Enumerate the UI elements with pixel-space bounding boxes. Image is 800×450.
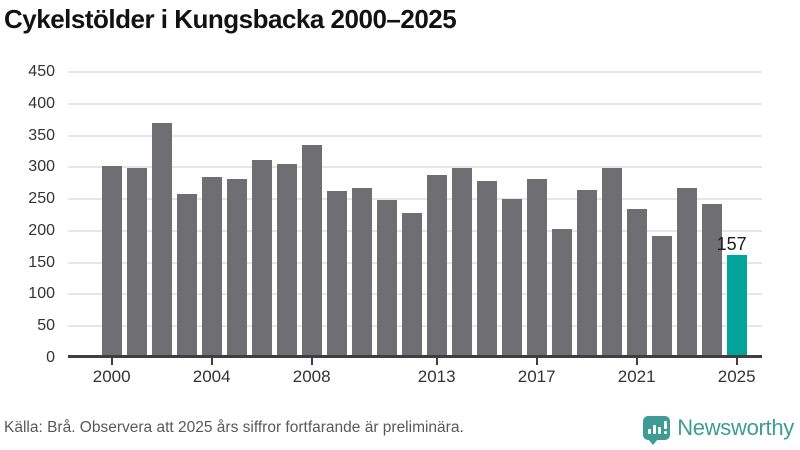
y-tick-label-0: 0 [46, 349, 55, 366]
x-tick-label-2025: 2025 [717, 367, 756, 386]
x-tick-label-2013: 2013 [417, 367, 456, 386]
bar-2002 [151, 123, 172, 355]
bar-2020 [601, 168, 622, 355]
x-tick-label-2017: 2017 [517, 367, 556, 386]
x-tick-label-2008: 2008 [292, 367, 331, 386]
x-tick-2025 [735, 358, 738, 365]
bar-2016 [501, 199, 522, 355]
newsworthy-logo[interactable]: Newsworthy [643, 415, 794, 445]
y-tick-label-200: 200 [28, 221, 55, 239]
bar-2006 [251, 159, 272, 355]
bar-2003 [176, 194, 197, 355]
bar-2000 [101, 165, 122, 355]
bar-2004 [201, 177, 222, 355]
gridline-250 [68, 198, 762, 201]
x-tick-label-2021: 2021 [617, 367, 656, 386]
gridline-350 [68, 134, 762, 137]
bar-2018 [551, 228, 572, 355]
exclamation-icon [664, 421, 668, 434]
bar-2024 [701, 203, 722, 355]
y-tick-label-150: 150 [28, 253, 55, 271]
source-note: Källa: Brå. Observera att 2025 års siffr… [4, 419, 464, 436]
bar-2001 [126, 168, 147, 355]
highlight-value-label: 157 [716, 234, 747, 255]
newsworthy-logo-icon [643, 416, 671, 445]
plot-area: 2000 2004 2008 2013 2017 2021 2025 157 [68, 71, 762, 386]
y-tick-label-300: 300 [28, 158, 55, 176]
x-tick-2004 [210, 358, 213, 365]
bar-2023 [676, 187, 697, 355]
x-tick-2008 [310, 358, 313, 365]
y-tick-label-350: 350 [28, 126, 55, 144]
footer: Källa: Brå. Observera att 2025 års siffr… [0, 414, 800, 450]
bar-2005 [226, 178, 247, 355]
bar-2015 [476, 180, 497, 355]
bar-chart-icon [648, 421, 668, 434]
bar-2019 [576, 189, 597, 355]
x-tick-label-2000: 2000 [92, 367, 131, 386]
gridline-450 [68, 71, 762, 73]
bar-2021 [626, 208, 647, 355]
x-tick-2013 [435, 358, 438, 365]
x-tick-2017 [535, 358, 538, 365]
y-tick-label-250: 250 [28, 190, 55, 208]
chart-title: Cykelstölder i Kungsbacka 2000–2025 [4, 4, 457, 34]
x-tick-2021 [635, 358, 638, 365]
bar-2014 [451, 167, 472, 355]
y-tick-label-400: 400 [28, 94, 55, 112]
bar-2007 [276, 164, 297, 355]
bar-2012 [401, 213, 422, 355]
bar-2025 [726, 255, 747, 355]
bar-2011 [376, 199, 397, 355]
speech-bubble-tail [648, 439, 659, 445]
gridline-300 [68, 166, 762, 169]
bar-2008 [301, 145, 322, 355]
y-axis-labels: 0 50 100 150 200 250 300 350 400 450 [0, 63, 55, 366]
brand-name: Newsworthy [677, 415, 794, 440]
bar-2017 [526, 178, 547, 355]
y-tick-label-100: 100 [28, 285, 55, 303]
bar-2022 [651, 236, 672, 355]
gridline-400 [68, 102, 762, 105]
y-tick-label-50: 50 [37, 317, 55, 335]
bar-2009 [326, 191, 347, 355]
y-tick-label-450: 450 [28, 63, 55, 80]
x-tick-label-2004: 2004 [192, 367, 231, 386]
bar-2013 [426, 174, 447, 355]
bar-2010 [351, 187, 372, 355]
x-tick-2000 [110, 358, 113, 365]
